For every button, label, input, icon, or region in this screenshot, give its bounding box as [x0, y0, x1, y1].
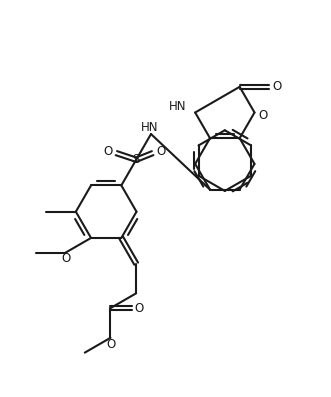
Text: O: O — [104, 145, 113, 158]
Text: O: O — [134, 302, 144, 315]
Text: S: S — [132, 153, 140, 166]
Text: O: O — [272, 80, 281, 93]
Text: HN: HN — [168, 100, 186, 113]
Text: O: O — [107, 338, 116, 351]
Text: O: O — [156, 145, 166, 158]
Text: O: O — [61, 252, 71, 265]
Text: HN: HN — [141, 121, 158, 134]
Text: O: O — [258, 109, 267, 121]
